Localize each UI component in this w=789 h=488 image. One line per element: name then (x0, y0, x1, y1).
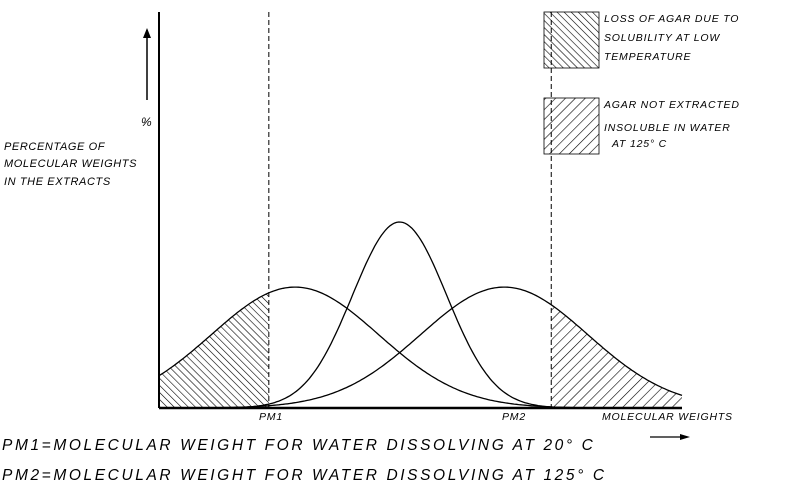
legend-insoluble-line-2: INSOLUBLE IN WATER (604, 122, 731, 134)
marker-label-pm1: PM1 (259, 411, 283, 423)
shaded-region-insoluble (551, 304, 682, 408)
legend-swatch-loss (543, 11, 600, 69)
legend-loss-line-1: LOSS OF AGAR DUE TO (604, 13, 739, 25)
footnote-pm2: PM2=MOLECULAR WEIGHT FOR WATER DISSOLVIN… (2, 467, 607, 484)
marker-label-pm2: PM2 (502, 411, 526, 423)
legend: LOSS OF AGAR DUE TO SOLUBILITY AT LOW TE… (543, 11, 740, 155)
y-axis-label-line-1: PERCENTAGE OF (4, 141, 106, 153)
y-axis-arrow-icon (143, 28, 151, 100)
legend-insoluble-line-3: AT 125° C (611, 138, 667, 150)
curve-high-mw (159, 286, 683, 409)
y-axis-label-line-3: IN THE EXTRACTS (4, 176, 111, 188)
legend-swatch-insoluble (543, 97, 600, 155)
footnote-pm1: PM1=MOLECULAR WEIGHT FOR WATER DISSOLVIN… (2, 437, 595, 454)
x-axis-arrow-icon (650, 434, 690, 440)
shaded-region-loss (159, 292, 269, 408)
legend-loss-line-3: TEMPERATURE (604, 51, 692, 63)
y-axis-unit: % (141, 115, 152, 129)
legend-loss-line-2: SOLUBILITY AT LOW (604, 32, 720, 44)
x-axis-label: MOLECULAR WEIGHTS (602, 411, 733, 423)
legend-insoluble-line-1: AGAR NOT EXTRACTED (603, 99, 740, 111)
y-axis-label-line-2: MOLECULAR WEIGHTS (4, 158, 137, 170)
